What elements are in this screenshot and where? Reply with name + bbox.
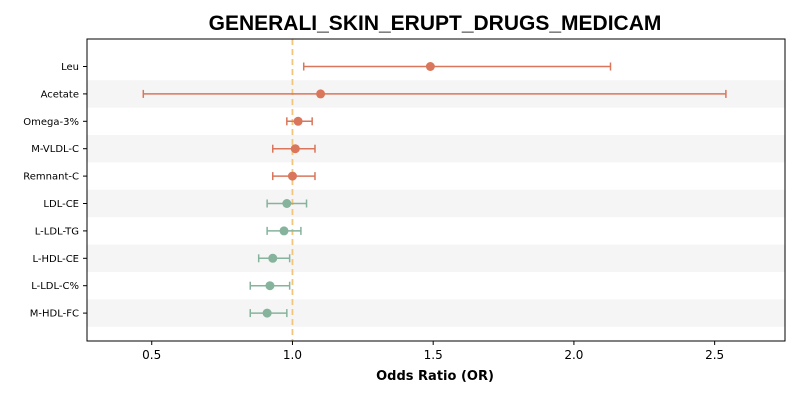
or-point <box>262 308 272 318</box>
y-tick-label: L-LDL-TG <box>35 226 79 237</box>
row-band <box>87 299 785 327</box>
or-point <box>282 199 292 208</box>
y-tick-label: LDL-CE <box>43 199 79 210</box>
forest-row <box>257 253 291 263</box>
y-tick-label: M-VLDL-C <box>31 144 79 155</box>
or-point <box>425 62 435 71</box>
row-bands <box>87 80 785 327</box>
y-tick-label: M-HDL-FC <box>30 309 79 320</box>
y-tick-label: Remnant-C <box>23 172 79 183</box>
x-tick-label: 2.0 <box>564 348 583 362</box>
or-point <box>293 116 303 126</box>
forest-row <box>286 116 313 126</box>
x-tick-label: 1.5 <box>424 348 443 362</box>
row-band <box>87 244 785 272</box>
y-tick-label: L-LDL-C% <box>31 281 79 292</box>
y-tick-label: Leu <box>61 62 79 73</box>
or-point <box>316 89 326 99</box>
forest-row <box>249 308 288 318</box>
forest-row <box>266 226 302 236</box>
forest-row <box>249 281 291 291</box>
or-point <box>290 144 300 154</box>
row-band <box>87 135 785 163</box>
forest-row <box>272 144 316 154</box>
x-axis-label: Odds Ratio (OR) <box>376 369 494 384</box>
forest-row <box>302 62 612 71</box>
x-axis: 0.5 1.0 1.5 2.0 2.5 <box>142 341 724 362</box>
or-point <box>279 226 289 236</box>
x-tick-label: 0.5 <box>142 348 161 362</box>
data-marks <box>142 62 727 318</box>
plot-frame <box>86 38 786 342</box>
x-tick-label: 1.0 <box>283 348 302 362</box>
row-band <box>87 189 785 218</box>
y-tick-label: Omega-3% <box>23 117 79 128</box>
or-point <box>268 253 278 263</box>
x-tick-label: 2.5 <box>705 348 724 362</box>
y-tick-label: L-HDL-CE <box>32 254 79 265</box>
forest-row <box>266 199 308 208</box>
or-point <box>287 171 297 181</box>
or-point <box>265 281 275 291</box>
y-axis: Leu Acetate Omega-3% M-VLDL-C Remnant-C LDL-C… <box>23 62 87 320</box>
forest-row <box>272 171 316 181</box>
y-tick-label: Acetate <box>41 89 79 100</box>
forest-row <box>142 89 727 99</box>
chart-title: GENERALI_SKIN_ERUPT_DRUGS_MEDICAM <box>209 12 662 35</box>
